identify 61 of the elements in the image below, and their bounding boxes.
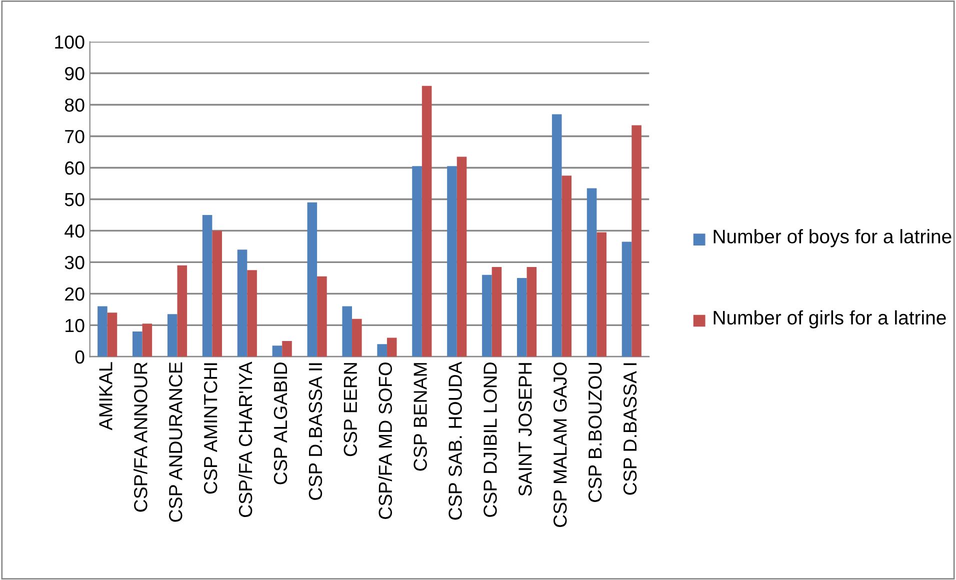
x-tick-label: CSP ALGABID [274,362,288,484]
bar [317,276,327,357]
x-tick-label: CSP ANDURANCE [169,362,182,522]
bar [447,166,457,357]
bar [247,270,257,357]
bar [307,202,318,357]
bar [98,306,108,357]
bar [386,338,397,357]
x-tick-label: CSP D.BASSA II [308,363,322,500]
bar [562,176,572,357]
bar [422,86,432,357]
y-tick-label: 80 [64,98,84,112]
bar [492,266,502,357]
bar [352,318,362,357]
x-tick-label: CSP D.BASSA I [623,363,637,495]
bar [177,265,188,357]
x-tick-label: AMIKAL [99,362,112,430]
bar [482,274,492,357]
bar [107,312,118,357]
bar [282,340,292,357]
bar [272,346,282,357]
bar [596,232,606,357]
y-tick-label: 10 [66,318,84,332]
y-tick-label: 70 [65,130,84,144]
bar [212,230,222,357]
bar [237,250,248,357]
bar [632,125,642,357]
legend-label: Number of boys for a latrine [714,229,952,248]
x-tick-label: CSP AMINTCHI [204,363,218,494]
bar [456,156,467,357]
x-tick-label: CSP B.BOUZOU [588,363,602,502]
legend-label: Number of girls for a latrine [714,310,946,328]
x-tick-label: SAINT JOSEPH [518,363,532,496]
bar [586,188,597,357]
bar [517,278,527,357]
x-tick-label: CSP/FA ANNOUR [134,362,148,512]
y-tick-label: 100 [55,35,84,49]
x-tick-label: CSP MALAM GAJO [553,362,567,527]
x-tick-label: CSP DJIBIL LOND [484,362,497,517]
y-tick-label: 60 [65,161,84,175]
bar [526,266,537,357]
bar [552,114,562,357]
y-tick-label: 20 [65,287,84,301]
x-tick-label: CSP BENAM [414,363,427,471]
bar [622,242,632,357]
x-tick-label: CSP EERN [344,363,358,456]
y-tick-label: 40 [64,224,84,238]
bar [167,314,178,357]
x-tick-label: CSP SAB. HOUDA [448,362,462,520]
bar [202,214,212,357]
y-tick-label: 30 [64,256,84,270]
y-tick-label: 0 [75,350,84,364]
bar [377,344,387,357]
bar [412,166,422,357]
bar [342,306,352,357]
x-tick-label: CSP/FA CHAR'IYA [238,362,252,518]
y-tick-label: 50 [64,192,84,206]
y-tick-label: 90 [65,66,84,80]
x-tick-label: CSP/FA MD SOFO [378,362,392,519]
bar [142,324,152,357]
bar [132,332,142,357]
